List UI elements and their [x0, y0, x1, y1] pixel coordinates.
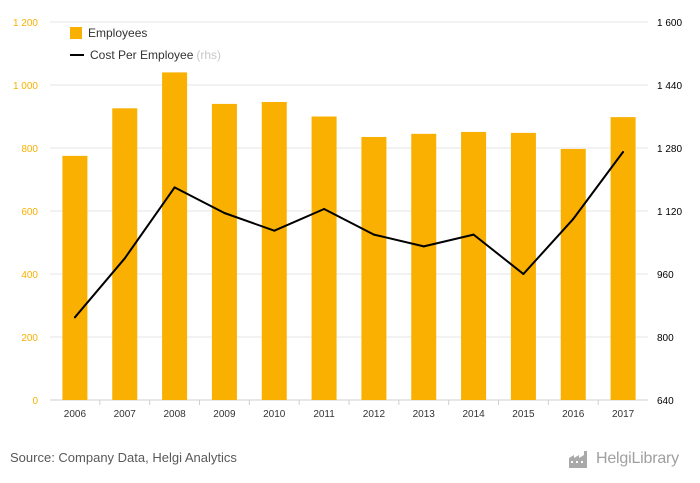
point-cost-per-employee — [572, 217, 575, 220]
x-tick-label: 2010 — [263, 409, 286, 420]
brand-logo[interactable]: HelgiLibrary — [568, 447, 696, 471]
x-tick-label: 2017 — [612, 409, 635, 420]
y-left-tick-label: 600 — [21, 207, 38, 218]
point-cost-per-employee — [372, 233, 375, 236]
y-left-tick-label: 1 200 — [13, 18, 38, 29]
point-cost-per-employee — [422, 245, 425, 248]
x-tick-label: 2009 — [213, 409, 236, 420]
legend-item-employees[interactable]: Employees — [70, 22, 221, 44]
legend-label-cost-per-employee: Cost Per Employee — [90, 48, 194, 62]
y-right-tick-label: 1 600 — [657, 18, 682, 29]
x-tick-label: 2013 — [413, 409, 436, 420]
point-cost-per-employee — [273, 229, 276, 232]
y-right-tick-label: 1 440 — [657, 81, 682, 92]
x-tick-label: 2008 — [163, 409, 186, 420]
bar-employees — [411, 133, 437, 400]
x-tick-label: 2012 — [363, 409, 386, 420]
legend-swatch-cost-per-employee — [70, 54, 84, 56]
y-left-tick-label: 800 — [21, 144, 38, 155]
y-right-tick-label: 1 120 — [657, 207, 682, 218]
y-left-tick-label: 200 — [21, 333, 38, 344]
factory-icon — [569, 451, 587, 468]
chart-legend: Employees Cost Per Employee (rhs) — [70, 22, 221, 66]
point-cost-per-employee — [472, 233, 475, 236]
point-cost-per-employee — [123, 257, 126, 260]
bar-employees — [261, 102, 287, 400]
x-tick-label: 2015 — [512, 409, 535, 420]
bar-employees — [461, 131, 487, 400]
point-cost-per-employee — [173, 186, 176, 189]
y-left-tick-label: 0 — [32, 396, 38, 407]
legend-label-rhs-suffix: (rhs) — [196, 48, 222, 62]
point-cost-per-employee — [323, 208, 326, 211]
bar-employees — [311, 116, 337, 400]
brand-name: HelgiLibrary — [596, 450, 679, 467]
x-tick-label: 2014 — [462, 409, 485, 420]
line-cost-per-employee — [74, 151, 624, 318]
bar-employees — [610, 117, 636, 400]
bar-employees — [62, 155, 88, 400]
y-left-tick-label: 1 000 — [13, 81, 38, 92]
point-cost-per-employee — [622, 150, 625, 153]
x-tick-label: 2016 — [562, 409, 585, 420]
point-cost-per-employee — [73, 316, 76, 319]
point-cost-per-employee — [223, 211, 226, 214]
legend-swatch-employees — [70, 27, 82, 39]
bar-employees — [211, 103, 237, 401]
y-right-tick-label: 800 — [657, 333, 674, 344]
y-right-tick-label: 960 — [657, 270, 674, 281]
source-note: Source: Company Data, Helgi Analytics — [10, 450, 237, 465]
bar-employees — [112, 108, 138, 400]
point-cost-per-employee — [522, 273, 525, 275]
legend-item-cost-per-employee[interactable]: Cost Per Employee (rhs) — [70, 44, 221, 66]
x-tick-label: 2007 — [114, 409, 137, 420]
y-right-tick-label: 1 280 — [657, 144, 682, 155]
y-right-tick-label: 640 — [657, 396, 674, 407]
y-left-tick-label: 400 — [21, 270, 38, 281]
x-tick-label: 2011 — [313, 409, 335, 420]
bar-employees — [560, 148, 586, 400]
bar-employees — [361, 136, 387, 400]
legend-label-employees: Employees — [88, 26, 148, 40]
bar-employees — [162, 72, 188, 401]
x-tick-label: 2006 — [64, 409, 87, 420]
